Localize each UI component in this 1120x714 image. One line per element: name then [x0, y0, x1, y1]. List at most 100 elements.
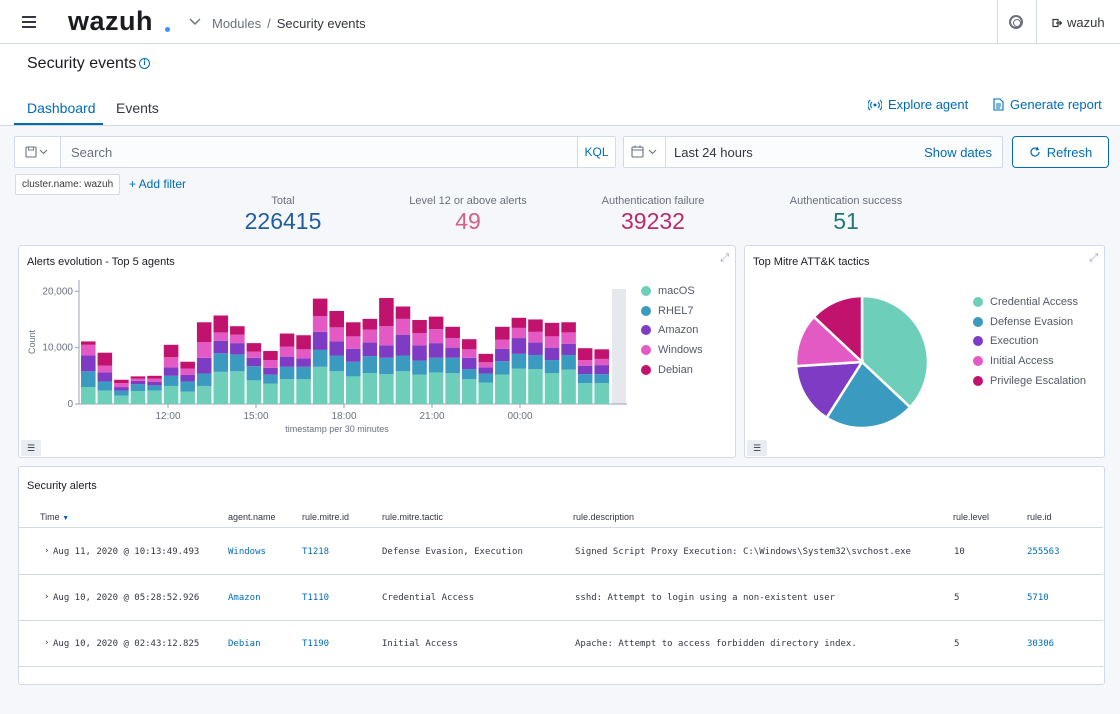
- column-header-mitre-id[interactable]: rule.mitre.id: [302, 512, 350, 522]
- bar-segment-macos[interactable]: [362, 373, 378, 404]
- bar-segment-debian[interactable]: [213, 315, 229, 333]
- bar-segment-windows[interactable]: [163, 357, 179, 368]
- bar-segment-macos[interactable]: [312, 366, 328, 404]
- bar-segment-debian[interactable]: [478, 353, 494, 363]
- bar-segment-debian[interactable]: [495, 326, 510, 340]
- bar-segment-debian[interactable]: [130, 376, 146, 379]
- bar-segment-windows[interactable]: [346, 336, 361, 349]
- bar-segment-windows[interactable]: [213, 332, 229, 341]
- bar-segment-rhel7[interactable]: [395, 355, 411, 372]
- bar-segment-macos[interactable]: [163, 385, 179, 404]
- bar-segment-windows[interactable]: [196, 342, 212, 358]
- bar-segment-macos[interactable]: [147, 390, 162, 404]
- bar-segment-windows[interactable]: [511, 327, 527, 339]
- bar-segment-macos[interactable]: [495, 374, 510, 404]
- tab-events[interactable]: Events: [116, 100, 159, 116]
- time-range-value[interactable]: Last 24 hours: [674, 145, 753, 160]
- bar-segment-rhel7[interactable]: [163, 375, 179, 386]
- bar-segment-amazon[interactable]: [163, 367, 179, 376]
- toggle-legend-icon[interactable]: ☰: [21, 440, 41, 456]
- bar-segment-debian[interactable]: [544, 322, 560, 337]
- bar-segment-macos[interactable]: [379, 374, 394, 404]
- kql-toggle[interactable]: KQL: [577, 137, 615, 167]
- bar-segment-debian[interactable]: [395, 306, 411, 319]
- bar-segment-windows[interactable]: [81, 344, 96, 356]
- add-filter-link[interactable]: + Add filter: [129, 177, 187, 191]
- bar-segment-windows[interactable]: [395, 318, 411, 335]
- bar-segment-rhel7[interactable]: [296, 366, 311, 380]
- column-header-agent[interactable]: agent.name: [228, 512, 276, 522]
- bar-segment-amazon[interactable]: [196, 357, 212, 374]
- wazuh-logo[interactable]: wazuh: [68, 6, 154, 36]
- bar-segment-debian[interactable]: [246, 343, 262, 352]
- bar-segment-amazon[interactable]: [263, 367, 278, 375]
- bar-segment-macos[interactable]: [594, 383, 609, 404]
- bar-segment-macos[interactable]: [263, 383, 278, 404]
- column-header-level[interactable]: rule.level: [953, 512, 990, 522]
- bar-segment-macos[interactable]: [130, 391, 146, 404]
- bar-segment-debian[interactable]: [594, 349, 609, 359]
- bar-segment-windows[interactable]: [114, 383, 129, 388]
- pie-slice-defense-evasion[interactable]: [824, 360, 912, 430]
- bar-segment-debian[interactable]: [97, 352, 113, 366]
- bar-segment-debian[interactable]: [412, 320, 427, 333]
- bar-segment-debian[interactable]: [346, 322, 361, 337]
- bar-segment-macos[interactable]: [511, 368, 527, 404]
- bar-segment-amazon[interactable]: [114, 387, 129, 391]
- column-header-time[interactable]: Time ▼: [40, 512, 69, 522]
- cell-mitre-id[interactable]: T1218: [302, 547, 330, 557]
- legend-item-privilege-escalation[interactable]: Privilege Escalation: [973, 371, 1086, 391]
- bar-segment-windows[interactable]: [428, 329, 444, 344]
- bar-segment-windows[interactable]: [180, 368, 195, 375]
- search-input[interactable]: Search: [71, 145, 113, 160]
- bar-segment-macos[interactable]: [296, 379, 311, 404]
- bar-segment-amazon[interactable]: [594, 365, 609, 375]
- generate-report-button[interactable]: Generate report: [993, 97, 1102, 112]
- menu-icon[interactable]: [22, 16, 36, 28]
- cell-agent[interactable]: Amazon: [228, 593, 261, 603]
- bar-segment-debian[interactable]: [577, 348, 593, 361]
- bar-segment-rhel7[interactable]: [329, 355, 344, 372]
- bar-segment-macos[interactable]: [577, 383, 593, 404]
- bar-segment-amazon[interactable]: [544, 347, 560, 361]
- cell-agent[interactable]: Windows: [228, 547, 266, 557]
- bar-segment-rhel7[interactable]: [561, 354, 576, 370]
- bar-segment-debian[interactable]: [379, 298, 394, 327]
- bar-segment-amazon[interactable]: [130, 380, 146, 385]
- legend-item-macos[interactable]: macOS: [641, 281, 703, 301]
- bar-segment-windows[interactable]: [528, 331, 543, 343]
- bar-segment-rhel7[interactable]: [495, 361, 510, 375]
- pie-slice-privilege-escalation[interactable]: [812, 294, 864, 365]
- legend-item-credential-access[interactable]: Credential Access: [973, 292, 1086, 312]
- filter-pill-cluster[interactable]: cluster.name: wazuh: [15, 174, 121, 195]
- refresh-button[interactable]: Refresh: [1012, 136, 1109, 168]
- bar-segment-macos[interactable]: [395, 371, 411, 404]
- legend-item-initial-access[interactable]: Initial Access: [973, 351, 1086, 371]
- bar-segment-rhel7[interactable]: [428, 357, 444, 373]
- bar-segment-debian[interactable]: [230, 326, 245, 335]
- bar-segment-amazon[interactable]: [147, 382, 162, 386]
- bar-segment-debian[interactable]: [312, 298, 328, 317]
- bar-segment-debian[interactable]: [114, 379, 129, 384]
- tab-dashboard[interactable]: Dashboard: [27, 100, 96, 116]
- bar-segment-rhel7[interactable]: [478, 373, 494, 383]
- bar-segment-debian[interactable]: [81, 341, 96, 345]
- bar-segment-debian[interactable]: [511, 317, 527, 328]
- expand-row-icon[interactable]: ›: [44, 546, 50, 556]
- bar-segment-debian[interactable]: [362, 318, 378, 330]
- bar-segment-debian[interactable]: [445, 326, 460, 339]
- bar-segment-debian[interactable]: [180, 361, 195, 369]
- bar-segment-windows[interactable]: [279, 346, 295, 357]
- cell-mitre-id[interactable]: T1190: [302, 639, 330, 649]
- column-header-rule-id[interactable]: rule.id: [1027, 512, 1052, 522]
- bar-segment-rhel7[interactable]: [263, 374, 278, 384]
- bar-segment-amazon[interactable]: [362, 342, 378, 357]
- bar-segment-debian[interactable]: [329, 311, 344, 328]
- bar-segment-macos[interactable]: [81, 387, 96, 404]
- bar-segment-rhel7[interactable]: [130, 384, 146, 392]
- bar-segment-macos[interactable]: [180, 391, 195, 404]
- bar-segment-rhel7[interactable]: [544, 360, 560, 373]
- bar-segment-macos[interactable]: [544, 373, 560, 404]
- expand-row-icon[interactable]: ›: [44, 638, 50, 648]
- bar-segment-macos[interactable]: [329, 371, 344, 404]
